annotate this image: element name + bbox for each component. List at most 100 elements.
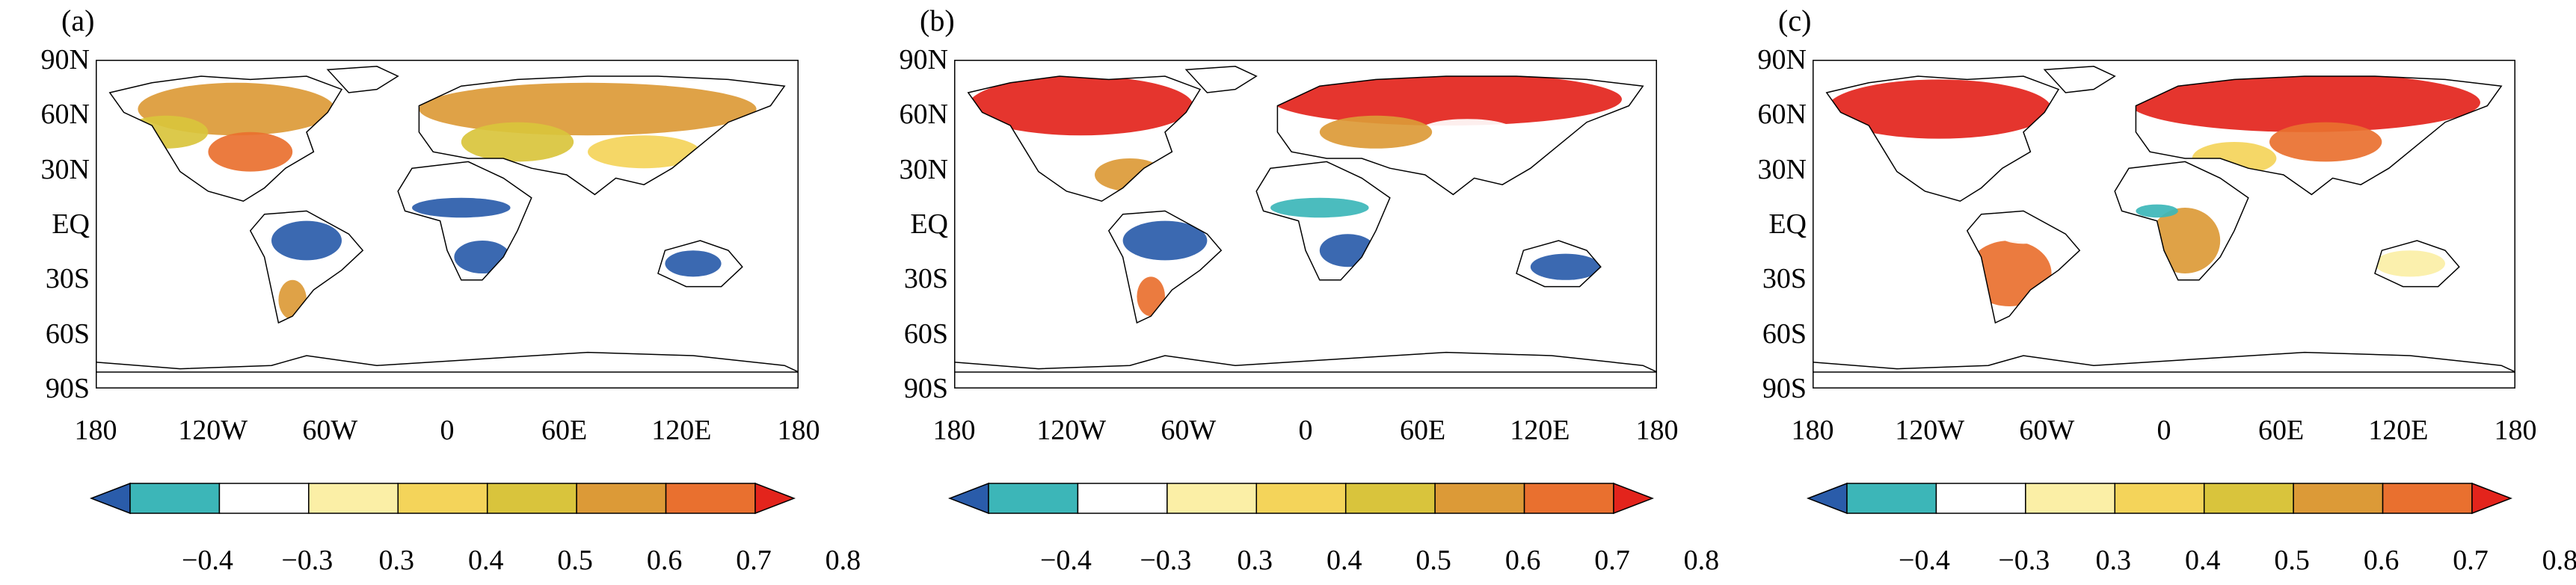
lon-tick-label: 180 <box>1791 415 1834 446</box>
shaded-region <box>1137 276 1165 317</box>
shaded-region <box>1270 197 1369 218</box>
coastline <box>96 351 799 373</box>
shaded-region <box>1530 253 1601 280</box>
colorbar-label: −0.4 <box>181 545 233 576</box>
colorbar-label: 0.8 <box>1683 545 1720 576</box>
world-map <box>954 60 1657 389</box>
shaded-region <box>665 250 722 277</box>
lat-tick-label: 90N <box>1757 44 1807 75</box>
panel-label: (b) <box>920 4 955 37</box>
colorbar-box <box>218 483 310 514</box>
colorbar-lower-extension <box>1807 482 1848 515</box>
shaded-region <box>461 122 574 162</box>
shaded-region <box>2269 122 2382 162</box>
lat-tick-label: EQ <box>52 208 90 240</box>
colorbar-label: −0.3 <box>281 545 333 576</box>
colorbar <box>948 482 1654 515</box>
coastline <box>967 75 1202 202</box>
colorbar-box <box>2293 483 2384 514</box>
colorbar-lower-extension <box>948 482 989 515</box>
panel-b: (b) 90N 60N 30N EQ 30S 60S 90S 180 120W 60W 0 60E 12… <box>858 0 1720 585</box>
lon-tick-label: 0 <box>440 415 455 446</box>
shaded-region <box>1826 79 2052 139</box>
lat-tick-label: 30N <box>899 153 948 185</box>
lon-tick-label: 120E <box>651 415 712 446</box>
lat-tick-label: 60S <box>45 318 90 350</box>
shaded-region <box>454 241 511 273</box>
coastline <box>954 351 1657 373</box>
shaded-region <box>1995 217 2052 244</box>
colorbar-box <box>2203 483 2294 514</box>
lon-tick-label: 180 <box>1635 415 1679 446</box>
coastline <box>1966 210 2081 324</box>
lat-tick-label: 60S <box>903 318 948 350</box>
lon-tick-label: 120E <box>1510 415 1570 446</box>
coastline <box>249 210 364 324</box>
lat-tick-label: 90N <box>899 44 948 75</box>
colorbar-label: 0.7 <box>1594 545 1630 576</box>
colorbar-box <box>988 483 1079 514</box>
coastline <box>326 66 399 93</box>
lon-tick-label: 60W <box>302 415 358 446</box>
colorbar-box <box>1255 483 1347 514</box>
colorbar-box <box>1523 483 1614 514</box>
shaded-region <box>412 197 511 218</box>
colorbar-label: 0.4 <box>2184 545 2221 576</box>
lon-tick-label: 60W <box>1161 415 1217 446</box>
lat-tick-label: 90N <box>40 44 90 75</box>
coastline <box>1813 351 2515 373</box>
shaded-region <box>2150 208 2221 273</box>
coastline <box>108 75 343 202</box>
colorbar-upper-extension <box>2471 482 2512 515</box>
colorbar-label: 0.3 <box>1237 545 1273 576</box>
colorbar-box <box>1434 483 1525 514</box>
coastline <box>1825 75 2060 202</box>
lon-tick-label: 60E <box>2258 415 2305 446</box>
colorbar-box <box>397 483 488 514</box>
shaded-region <box>278 279 307 320</box>
colorbar-label: 0.5 <box>557 545 593 576</box>
shaded-region <box>2129 72 2480 132</box>
lon-tick-label: 0 <box>1298 415 1313 446</box>
colorbar-label: 0.6 <box>1504 545 1541 576</box>
lat-tick-label: EQ <box>910 208 948 240</box>
colorbar-box <box>1166 483 1258 514</box>
colorbar-box <box>2382 483 2473 514</box>
colorbar-box <box>576 483 667 514</box>
shaded-region <box>968 76 1193 136</box>
panel-c: (c) 90N 60N 30N EQ 30S 60S 90S 180 120W 60W 0 60E 12… <box>1717 0 2576 585</box>
colorbar-label: −0.3 <box>1140 545 1192 576</box>
coastline <box>2374 240 2460 288</box>
shaded-region <box>1122 220 1208 261</box>
colorbar-box <box>129 483 221 514</box>
colorbar-label: 0.7 <box>2453 545 2489 576</box>
colorbar-label: 0.5 <box>2274 545 2310 576</box>
world-map <box>96 60 799 389</box>
colorbar-label: 0.3 <box>2095 545 2132 576</box>
colorbar-upper-extension <box>1613 482 1654 515</box>
lat-tick-label: 60S <box>1762 318 1807 350</box>
colorbar <box>1807 482 2512 515</box>
lat-tick-label: 30N <box>40 153 90 185</box>
colorbar-label: −0.4 <box>1898 545 1950 576</box>
lon-tick-label: 60E <box>1400 415 1446 446</box>
shaded-region <box>419 82 757 136</box>
coastline <box>2114 161 2249 281</box>
shaded-region <box>1270 72 1622 126</box>
world-map <box>1813 60 2515 389</box>
panel-label: (a) <box>61 4 95 37</box>
lat-tick-label: 60N <box>899 99 948 131</box>
coastline <box>1184 66 1258 93</box>
colorbar-label: 0.7 <box>736 545 772 576</box>
colorbar-label: 0.6 <box>646 545 683 576</box>
coastline <box>657 240 743 288</box>
shaded-region <box>1095 158 1165 191</box>
lon-tick-label: 180 <box>2494 415 2537 446</box>
lon-tick-label: 120W <box>1895 415 1965 446</box>
coastline <box>397 161 532 281</box>
lat-tick-label: 90S <box>903 373 948 404</box>
colorbar-box <box>1935 483 2026 514</box>
lat-tick-label: 30S <box>1762 263 1807 295</box>
shaded-region <box>208 131 293 172</box>
shaded-region <box>1319 234 1376 267</box>
